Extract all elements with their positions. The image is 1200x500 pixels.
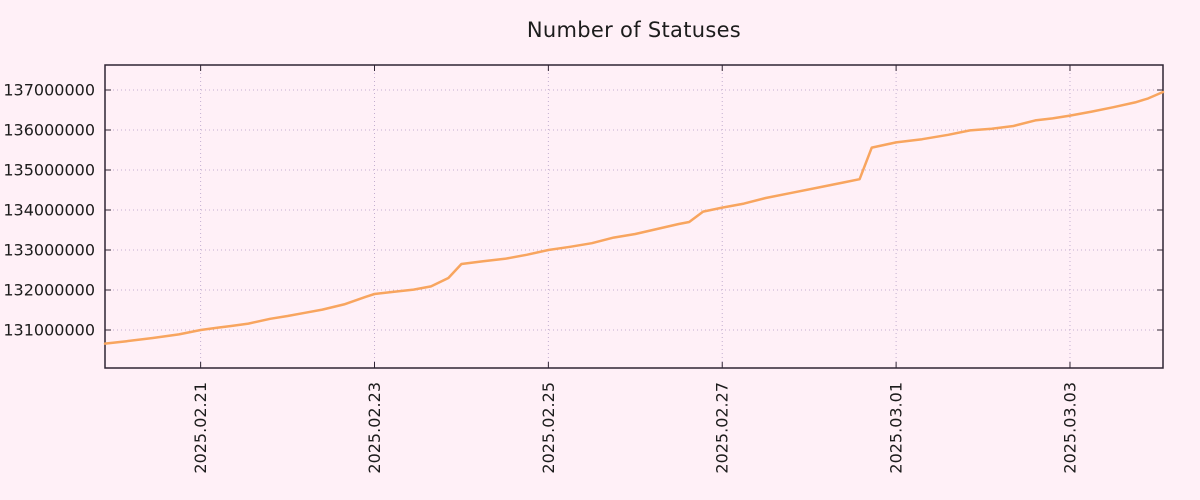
y-tick-label: 136000000 — [3, 121, 95, 140]
plot-border — [104, 64, 1164, 369]
series-line-statuses — [103, 90, 1165, 345]
y-tick-label: 131000000 — [3, 321, 95, 340]
y-tick-label: 135000000 — [3, 161, 95, 180]
x-tick-label: 2025.02.25 — [539, 382, 558, 474]
x-tick-label: 2025.02.21 — [191, 382, 210, 474]
chart-title: Number of Statuses — [526, 18, 742, 42]
y-tick-label: 137000000 — [3, 81, 95, 100]
x-tick-label: 2025.03.01 — [887, 382, 906, 474]
x-tick-label: 2025.02.27 — [713, 382, 732, 474]
x-tick-label: 2025.02.23 — [365, 382, 384, 474]
x-tick-label: 2025.03.03 — [1060, 382, 1079, 474]
y-tick-label: 134000000 — [3, 201, 95, 220]
y-tick-label: 132000000 — [3, 281, 95, 300]
y-tick-label: 133000000 — [3, 241, 95, 260]
